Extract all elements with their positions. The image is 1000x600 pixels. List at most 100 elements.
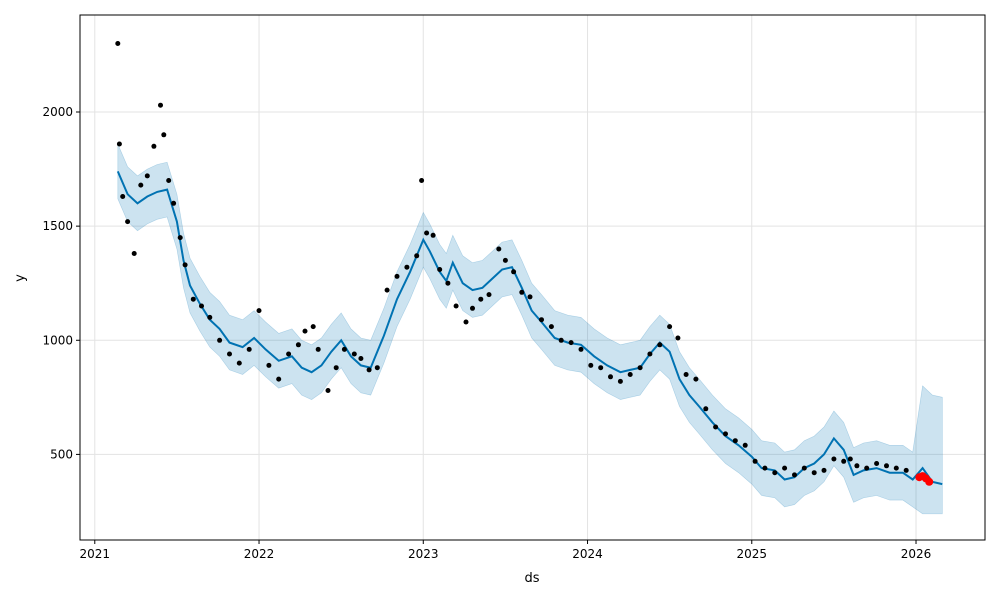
observed-point [144, 173, 150, 179]
observed-point [568, 340, 574, 346]
observed-point [742, 442, 748, 448]
observed-point [236, 360, 242, 366]
x-tick-label: 2026 [901, 547, 932, 561]
observed-point [617, 378, 623, 384]
observed-point [414, 253, 420, 259]
observed-point [854, 463, 860, 469]
observed-point [366, 367, 372, 373]
observed-point [182, 262, 188, 268]
observed-point [384, 287, 390, 293]
observed-point [723, 431, 728, 437]
observed-point [138, 182, 144, 188]
observed-point [539, 317, 544, 323]
observed-point [519, 289, 525, 295]
observed-point [341, 346, 347, 352]
observed-point [151, 143, 157, 149]
observed-points [115, 41, 909, 478]
observed-point [683, 372, 689, 377]
observed-point [502, 257, 508, 263]
observed-point [847, 456, 853, 462]
grid [80, 15, 985, 540]
observed-point [374, 365, 380, 371]
observed-point [207, 314, 213, 320]
observed-point [667, 324, 673, 330]
observed-point [821, 467, 827, 473]
observed-point [703, 406, 709, 412]
observed-point [693, 376, 699, 382]
observed-point [657, 342, 663, 348]
observed-point [453, 303, 459, 309]
observed-point [558, 337, 564, 343]
observed-point [637, 365, 643, 371]
x-tick-label: 2023 [408, 547, 439, 561]
plot-frame [79, 14, 986, 541]
observed-point [884, 463, 889, 469]
highlight-points [915, 472, 934, 486]
observed-point [325, 388, 331, 393]
y-tick-label: 500 [50, 447, 73, 461]
observed-point [217, 337, 223, 343]
observed-point [578, 346, 584, 352]
observed-point [190, 296, 196, 302]
x-tick-label: 2025 [736, 547, 767, 561]
observed-point [841, 458, 847, 464]
highlight-point [925, 477, 934, 486]
observed-point [548, 324, 554, 330]
observed-point [115, 41, 121, 46]
observed-point [116, 141, 122, 147]
observed-point [903, 467, 909, 473]
observed-point [419, 178, 425, 183]
observed-point [470, 305, 475, 311]
observed-point [266, 362, 272, 368]
observed-point [358, 356, 364, 361]
x-tick-label: 2021 [80, 547, 111, 561]
y-axis-label: y [13, 274, 28, 282]
observed-point [762, 465, 768, 471]
observed-point [782, 465, 788, 471]
observed-point [131, 251, 137, 256]
observed-point [647, 351, 653, 357]
observed-point [811, 470, 817, 476]
observed-point [166, 178, 172, 183]
x-axis-label: ds [524, 571, 539, 586]
observed-point [227, 351, 232, 357]
observed-point [608, 374, 613, 380]
observed-point [874, 461, 880, 466]
observed-point [199, 303, 204, 309]
observed-point [351, 351, 357, 357]
observed-point [256, 308, 262, 314]
y-tick-label: 1500 [42, 219, 73, 233]
observed-point [445, 280, 451, 286]
observed-point [732, 438, 738, 444]
observed-point [171, 200, 177, 206]
observed-point [394, 273, 400, 279]
y-axis: 500 1000 1500 2000 [42, 105, 80, 461]
x-tick-label: 2022 [244, 547, 275, 561]
x-tick-label: 2024 [572, 547, 603, 561]
observed-point [333, 365, 339, 371]
observed-point [486, 292, 492, 298]
observed-point [276, 376, 282, 382]
observed-point [511, 269, 517, 275]
observed-point [430, 232, 436, 238]
observed-point [437, 267, 443, 272]
observed-point [404, 264, 410, 270]
observed-point [478, 296, 484, 302]
uncertainty-interval-band [117, 143, 943, 515]
observed-point [792, 472, 797, 478]
y-tick-label: 2000 [42, 105, 73, 119]
observed-point [424, 230, 430, 236]
observed-point [893, 465, 899, 471]
x-axis: 2021 2022 2023 2024 2025 2026 [80, 540, 932, 561]
observed-point [598, 365, 604, 371]
observed-point [295, 342, 301, 348]
observed-point [315, 346, 321, 352]
observed-point [125, 219, 131, 225]
observed-point [752, 458, 758, 464]
observed-point [246, 346, 252, 352]
observed-point [302, 328, 308, 334]
observed-point [158, 102, 163, 108]
observed-point [713, 424, 719, 430]
